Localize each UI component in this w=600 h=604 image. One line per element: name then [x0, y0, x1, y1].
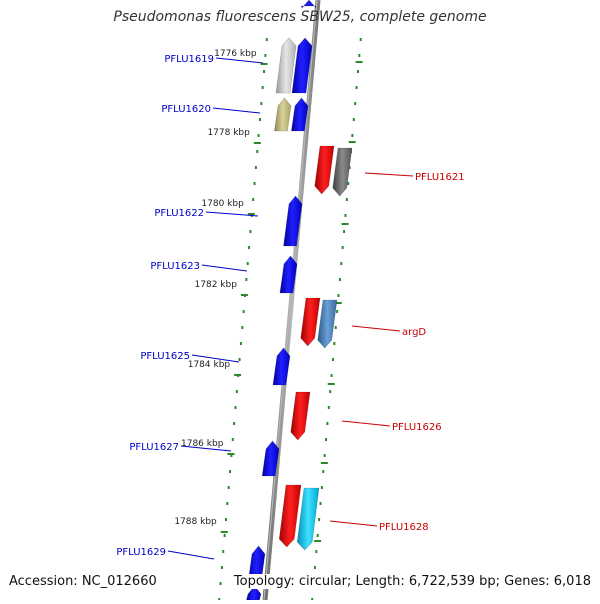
genome-summary-text: Topology: circular; Length: 6,722,539 bp…: [233, 574, 591, 589]
forward-gene-label[interactable]: PFLU1623: [150, 261, 200, 272]
scale-label: 1782 kbp: [195, 280, 238, 290]
label-leader-line: [201, 264, 248, 272]
label-leader-line: [180, 445, 232, 452]
backbone-line: [262, 0, 321, 601]
reverse-gene-label[interactable]: PFLU1626: [392, 422, 442, 433]
scale-label: 1788 kbp: [174, 517, 217, 527]
reverse-gene-red-1[interactable]: [314, 145, 335, 195]
forward-gene-pflu1622[interactable]: [283, 195, 303, 247]
label-leader-line: [364, 172, 414, 177]
forward-gene-pflu1627[interactable]: [261, 440, 280, 477]
gene-feature-silver[interactable]: [275, 37, 297, 94]
label-leader-line: [167, 550, 215, 560]
gene-labels: PFLU1619 PFLU1620 PFLU1622 PFLU1623 PFLU1625…: [116, 54, 465, 560]
reverse-gene-label[interactable]: argD: [402, 327, 426, 338]
forward-gene-pflu1619[interactable]: [291, 37, 313, 94]
label-leader-line: [191, 354, 240, 363]
forward-gene-partial[interactable]: [300, 0, 317, 9]
reverse-gene-label[interactable]: PFLU1628: [379, 522, 429, 533]
map-title: Pseudomonas fluorescens SBW25, complete …: [113, 9, 487, 25]
scale-ticks: [218, 38, 363, 601]
forward-gene-label[interactable]: PFLU1619: [164, 54, 214, 65]
gene-feature-cyan[interactable]: [296, 487, 320, 551]
reverse-gene-red-4[interactable]: [278, 484, 302, 548]
scale-label: 1784 kbp: [188, 360, 231, 370]
scale-labels: 1776 kbp 1778 kbp 1780 kbp 1782 kbp 1784 kbp…: [174, 49, 256, 527]
label-leader-line: [329, 520, 378, 527]
forward-gene-label[interactable]: PFLU1627: [129, 442, 179, 453]
scale-label: 1780 kbp: [201, 199, 244, 209]
accession-text: Accession: NC_012660: [9, 574, 157, 589]
gene-feature-khaki[interactable]: [274, 97, 292, 132]
forward-gene-label[interactable]: PFLU1625: [140, 351, 190, 362]
gene-features: [246, 0, 353, 601]
scale-label: 1776 kbp: [214, 49, 257, 59]
label-leader-line: [205, 211, 259, 217]
reverse-gene-red-3[interactable]: [290, 391, 311, 441]
label-leader-line: [212, 107, 261, 114]
gene-feature-dark[interactable]: [332, 147, 353, 197]
label-leader-line: [351, 325, 401, 332]
backbone: [262, 0, 321, 601]
forward-gene-pflu1625[interactable]: [272, 347, 291, 386]
forward-gene-label[interactable]: PFLU1622: [154, 208, 204, 219]
reverse-gene-red-2[interactable]: [300, 297, 321, 347]
forward-gene-label[interactable]: PFLU1629: [116, 547, 166, 558]
scale-label: 1786 kbp: [181, 439, 224, 449]
scale-label: 1778 kbp: [207, 128, 250, 138]
reverse-gene-label[interactable]: PFLU1621: [415, 172, 465, 183]
forward-gene-pflu1620[interactable]: [291, 97, 309, 132]
label-leader-line: [215, 57, 264, 64]
label-leader-line: [341, 420, 391, 427]
forward-gene-label[interactable]: PFLU1620: [161, 104, 211, 115]
backbone-highlight: [263, 0, 318, 601]
forward-gene-pflu1623[interactable]: [279, 255, 298, 294]
gene-feature-steel[interactable]: [317, 299, 338, 349]
